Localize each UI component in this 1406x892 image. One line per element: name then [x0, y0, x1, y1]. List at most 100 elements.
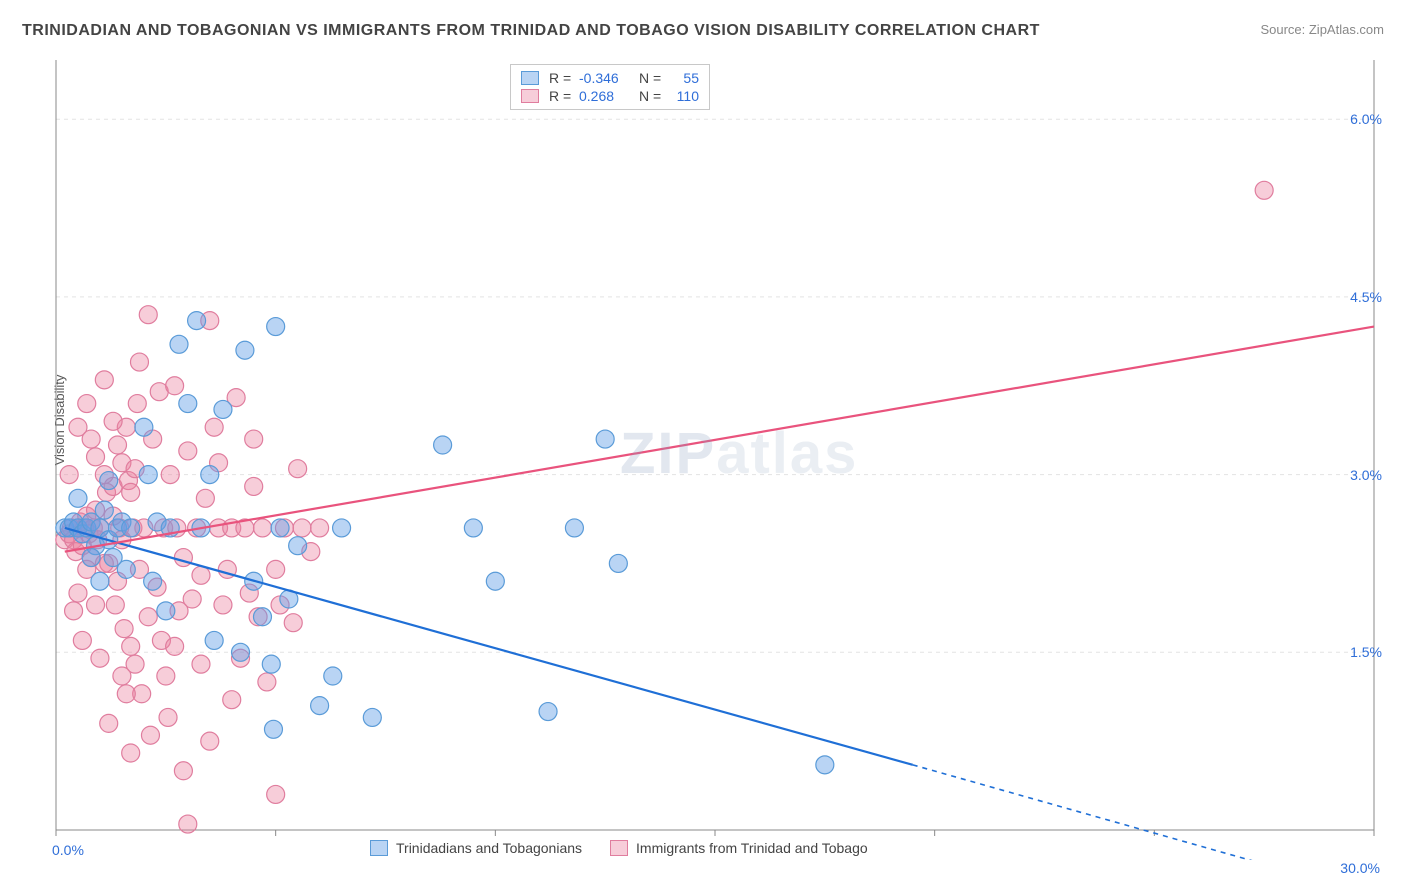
scatter-point	[232, 643, 250, 661]
scatter-point	[179, 395, 197, 413]
scatter-point	[106, 596, 124, 614]
scatter-point	[179, 442, 197, 460]
scatter-point	[236, 341, 254, 359]
legend-swatch	[370, 840, 388, 856]
scatter-point	[201, 732, 219, 750]
scatter-point	[311, 519, 329, 537]
scatter-point	[245, 477, 263, 495]
scatter-point	[267, 785, 285, 803]
y-tick-label: 6.0%	[1350, 111, 1382, 127]
scatter-point	[87, 448, 105, 466]
stat-row: R = 0.268N = 110	[521, 87, 699, 105]
legend-swatch	[521, 89, 539, 103]
scatter-point	[113, 667, 131, 685]
legend-item: Trinidadians and Tobagonians	[370, 840, 582, 856]
legend-label: Immigrants from Trinidad and Tobago	[636, 840, 868, 856]
scatter-point	[69, 489, 87, 507]
scatter-point	[196, 489, 214, 507]
scatter-point	[188, 312, 206, 330]
scatter-point	[166, 637, 184, 655]
scatter-point	[245, 430, 263, 448]
scatter-point	[117, 685, 135, 703]
scatter-point	[267, 318, 285, 336]
scatter-point	[65, 602, 83, 620]
scatter-point	[117, 560, 135, 578]
scatter-point	[258, 673, 276, 691]
scatter-point	[91, 649, 109, 667]
legend-item: Immigrants from Trinidad and Tobago	[610, 840, 868, 856]
scatter-point	[205, 631, 223, 649]
scatter-point	[333, 519, 351, 537]
stat-row: R = -0.346N = 55	[521, 69, 699, 87]
scatter-point	[157, 602, 175, 620]
scatter-point	[159, 708, 177, 726]
scatter-point	[78, 395, 96, 413]
y-tick-label: 4.5%	[1350, 289, 1382, 305]
scatter-point	[289, 537, 307, 555]
scatter-point	[486, 572, 504, 590]
source-attribution: Source: ZipAtlas.com	[1260, 22, 1384, 37]
scatter-point	[267, 560, 285, 578]
scatter-point	[293, 519, 311, 537]
scatter-point	[100, 714, 118, 732]
scatter-point	[539, 703, 557, 721]
scatter-point	[144, 572, 162, 590]
scatter-point	[115, 620, 133, 638]
scatter-point	[192, 566, 210, 584]
scatter-point	[565, 519, 583, 537]
scatter-point	[69, 584, 87, 602]
scatter-point	[166, 377, 184, 395]
scatter-point	[73, 631, 91, 649]
scatter-point	[262, 655, 280, 673]
scatter-point	[179, 815, 197, 833]
scatter-point	[104, 412, 122, 430]
scatter-point	[271, 519, 289, 537]
scatter-point	[214, 400, 232, 418]
scatter-point	[95, 371, 113, 389]
scatter-point	[816, 756, 834, 774]
scatter-point	[609, 554, 627, 572]
scatter-point	[100, 472, 118, 490]
scatter-point	[253, 519, 271, 537]
scatter-point	[596, 430, 614, 448]
x-axis-origin-label: 0.0%	[52, 842, 84, 858]
plot-svg	[50, 60, 1380, 860]
scatter-point	[464, 519, 482, 537]
scatter-point	[201, 466, 219, 484]
x-axis-max-label: 30.0%	[1340, 860, 1380, 876]
scatter-point	[170, 335, 188, 353]
scatter-point	[157, 667, 175, 685]
scatter-point	[139, 608, 157, 626]
scatter-point	[60, 466, 78, 484]
scatter-point	[324, 667, 342, 685]
trend-line-extrapolated	[913, 765, 1374, 860]
series-legend: Trinidadians and Tobagonians Immigrants f…	[370, 840, 868, 856]
scatter-point	[139, 306, 157, 324]
scatter-point	[87, 596, 105, 614]
legend-swatch	[521, 71, 539, 85]
scatter-point	[192, 655, 210, 673]
scatter-point	[284, 614, 302, 632]
chart-title: TRINIDADIAN AND TOBAGONIAN VS IMMIGRANTS…	[22, 22, 1040, 40]
scatter-point	[128, 395, 146, 413]
scatter-plot: ZIPatlas R = -0.346N = 55R = 0.268N = 11…	[50, 60, 1380, 860]
scatter-point	[214, 596, 232, 614]
scatter-point	[161, 466, 179, 484]
scatter-point	[264, 720, 282, 738]
scatter-point	[91, 572, 109, 590]
scatter-point	[139, 466, 157, 484]
scatter-point	[122, 519, 140, 537]
scatter-point	[82, 430, 100, 448]
scatter-point	[311, 697, 329, 715]
legend-swatch	[610, 840, 628, 856]
scatter-point	[130, 353, 148, 371]
scatter-point	[205, 418, 223, 436]
scatter-point	[135, 418, 153, 436]
scatter-point	[95, 501, 113, 519]
scatter-point	[434, 436, 452, 454]
correlation-stats-box: R = -0.346N = 55R = 0.268N = 110	[510, 64, 710, 110]
scatter-point	[174, 762, 192, 780]
scatter-point	[122, 483, 140, 501]
scatter-point	[223, 691, 241, 709]
scatter-point	[183, 590, 201, 608]
